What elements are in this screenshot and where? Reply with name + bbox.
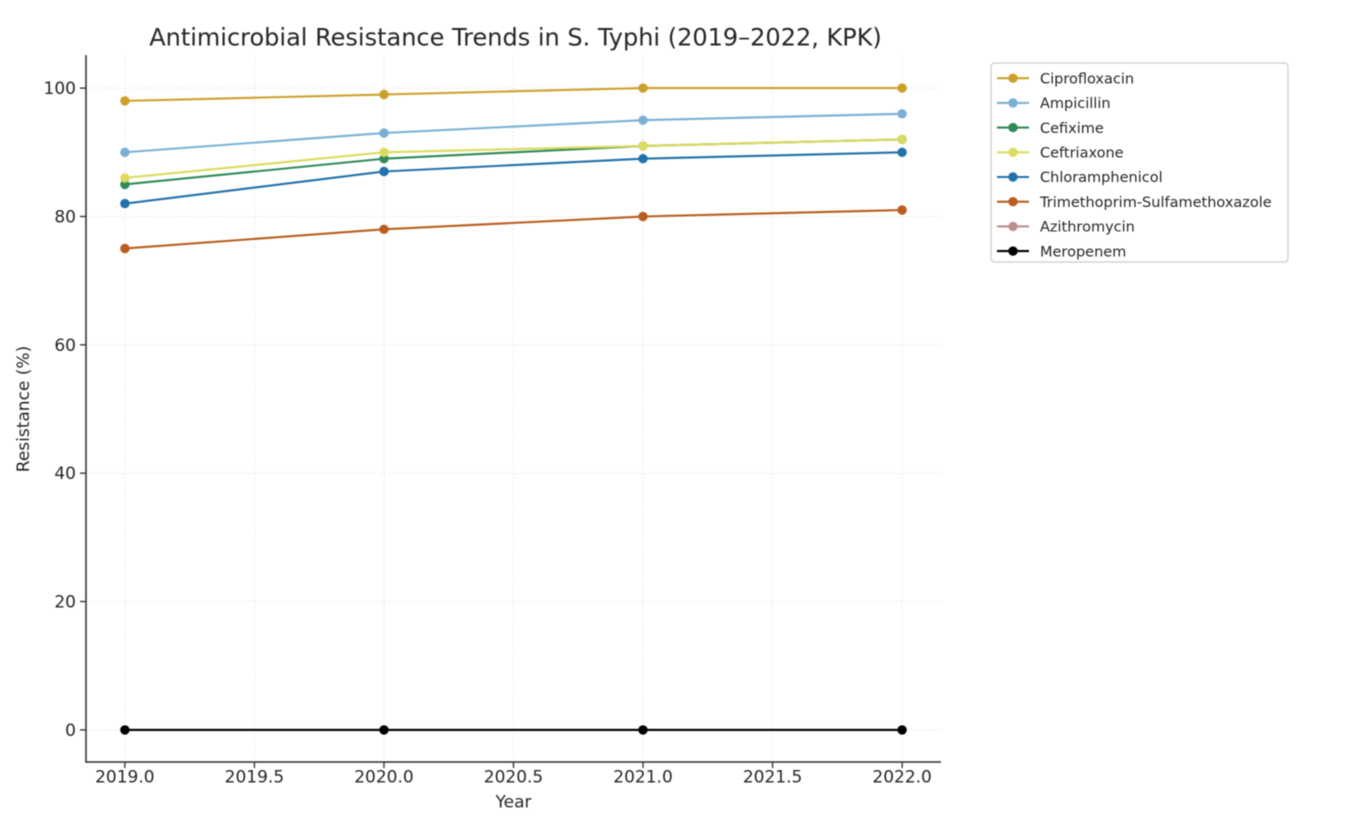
y-tick-label: 20: [54, 593, 76, 613]
y-tick-label: 0: [65, 721, 76, 741]
data-point-marker: [120, 725, 130, 735]
data-point-marker: [120, 147, 130, 157]
data-point-marker: [379, 166, 389, 177]
x-tick-label: 2022.0: [872, 768, 931, 788]
chart-title: Antimicrobial Resistance Trends in S. Ty…: [149, 24, 882, 52]
data-point-marker: [120, 198, 130, 209]
legend-label: Ampicillin: [1040, 96, 1111, 112]
series-ciprofloxacin: [120, 83, 907, 106]
data-point-marker: [897, 134, 907, 145]
legend-box: [990, 62, 1289, 263]
legend-item: Azithromycin: [997, 220, 1135, 236]
legend-marker: [1008, 73, 1018, 83]
legend-item: Ciprofloxacin: [997, 71, 1134, 87]
legend-marker: [1008, 221, 1018, 232]
tick-marks: [80, 87, 903, 768]
data-point-marker: [638, 154, 648, 164]
legend-item: Chloramphenicol: [997, 170, 1163, 186]
series-line: [123, 87, 904, 102]
series-ampicillin: [120, 109, 907, 157]
x-axis-label: Year: [495, 793, 532, 813]
x-tick-label: 2021.0: [613, 768, 672, 788]
legend-item: Trimethoprim-Sulfamethoxazole: [997, 195, 1272, 211]
data-point-marker: [379, 89, 389, 100]
legend-label: Meropenem: [1040, 244, 1126, 260]
data-point-marker: [638, 115, 648, 125]
legend-label: Ciprofloxacin: [1040, 71, 1134, 87]
data-point-marker: [897, 205, 907, 215]
legend-marker: [1008, 122, 1018, 133]
legend-marker: [1008, 98, 1018, 108]
series-chloramphenicol: [120, 147, 907, 209]
y-tick-label: 60: [54, 336, 76, 356]
data-point-marker: [638, 83, 648, 93]
data-point-marker: [897, 83, 907, 93]
legend-label: Ceftriaxone: [1040, 146, 1124, 162]
x-tick-label: 2021.5: [743, 768, 802, 788]
data-point-marker: [379, 224, 389, 234]
legend-item: Cefixime: [997, 121, 1104, 137]
series-line: [123, 151, 904, 205]
legend-marker: [1008, 197, 1018, 207]
legend-label: Trimethoprim-Sulfamethoxazole: [1039, 195, 1272, 211]
data-point-marker: [379, 725, 389, 735]
legend-marker: [1008, 172, 1018, 182]
y-tick-label: 100: [44, 79, 76, 99]
legend-marker: [1008, 147, 1018, 157]
legend-label: Chloramphenicol: [1040, 170, 1163, 186]
data-point-marker: [897, 109, 907, 119]
data-point-marker: [120, 243, 130, 254]
series-line: [123, 138, 904, 179]
data-point-marker: [120, 179, 130, 190]
x-tick-label: 2019.5: [225, 768, 284, 788]
gridlines: [86, 56, 941, 762]
data-point-marker: [897, 725, 907, 735]
y-axis-label: Resistance (%): [14, 346, 34, 472]
series-line: [123, 208, 904, 250]
series-ceftriaxone: [120, 134, 907, 183]
data-point-marker: [120, 173, 130, 183]
data-point-marker: [379, 147, 389, 157]
legend-item: Meropenem: [997, 244, 1126, 260]
legend-item: Ampicillin: [997, 96, 1111, 112]
x-tick-label: 2020.5: [484, 768, 543, 788]
legend-label: Azithromycin: [1040, 220, 1135, 236]
x-tick-label: 2019.0: [95, 768, 154, 788]
tick-labels: 2019.0 2019.5 2020.0 2020.5 2021.0 2021.5 2022…: [44, 79, 932, 787]
x-tick-label: 2020.0: [354, 768, 413, 788]
data-point-marker: [638, 725, 648, 735]
data-point-marker: [120, 96, 130, 106]
data-point-marker: [379, 128, 389, 138]
series-meropenem: [120, 725, 907, 735]
series-line: [123, 112, 904, 154]
y-tick-label: 80: [54, 207, 76, 227]
data-point-marker: [638, 211, 648, 222]
data-point-marker: [638, 141, 648, 151]
series-group: [120, 83, 907, 735]
legend-label: Cefixime: [1040, 121, 1104, 137]
legend: Ciprofloxacin Ampicillin Cefixime Ceftriaxo…: [990, 62, 1289, 263]
y-tick-label: 40: [54, 464, 76, 484]
data-point-marker: [897, 147, 907, 157]
legend-marker: [1008, 246, 1018, 256]
legend-item: Ceftriaxone: [997, 146, 1124, 162]
series-trimethoprim-sulfamethoxazole: [120, 205, 907, 254]
